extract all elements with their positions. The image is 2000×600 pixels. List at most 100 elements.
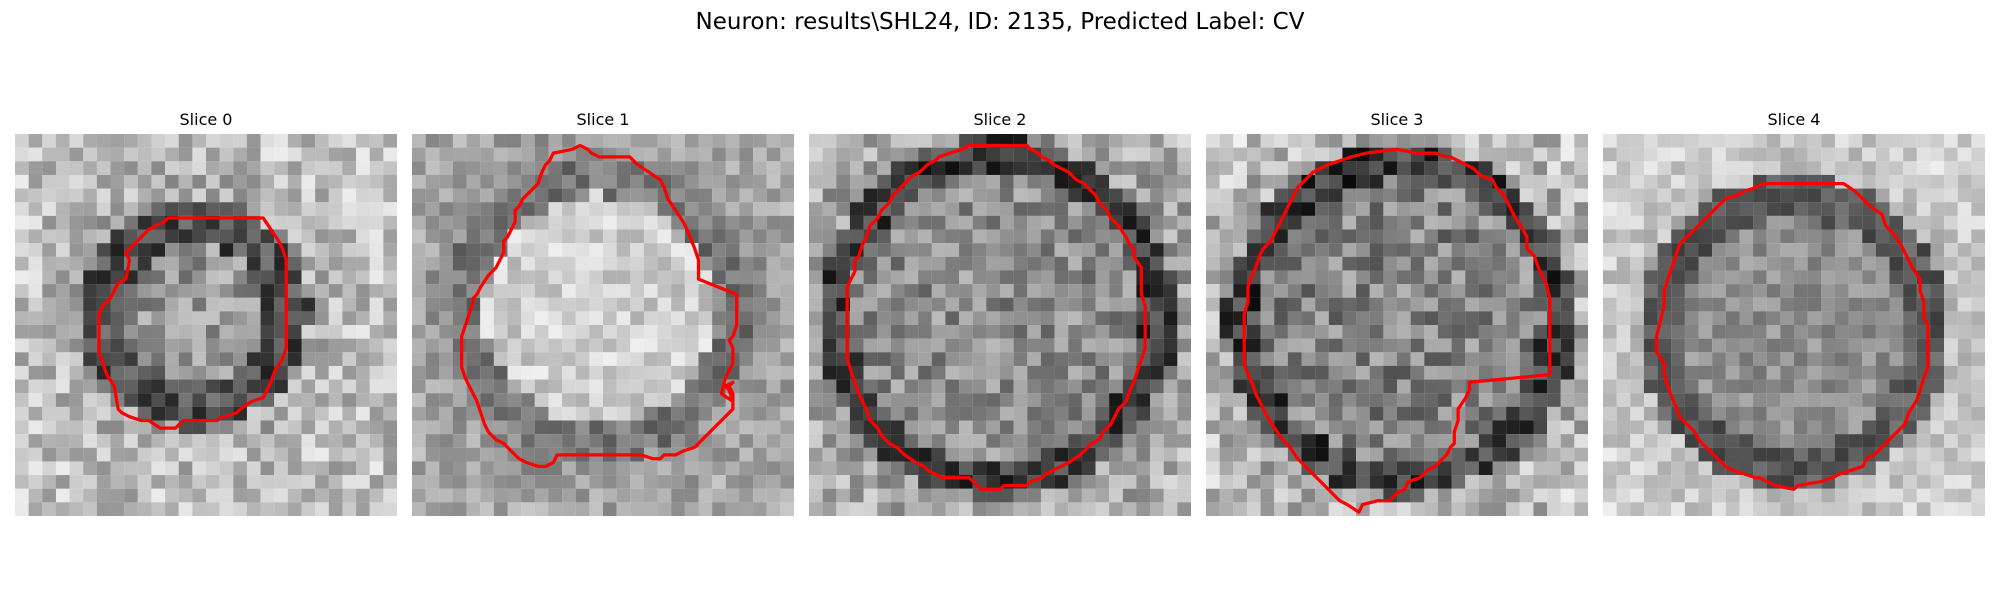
image-pixel	[1027, 338, 1042, 353]
image-pixel	[1506, 379, 1520, 394]
image-pixel	[1342, 365, 1357, 380]
image-pixel	[1671, 270, 1685, 285]
image-pixel	[1410, 215, 1425, 230]
image-pixel	[1916, 475, 1931, 489]
image-pixel	[274, 379, 288, 394]
image-pixel	[1424, 379, 1439, 394]
image-pixel	[972, 325, 987, 339]
image-pixel	[1616, 434, 1631, 448]
image-pixel	[1219, 502, 1234, 516]
image-pixel	[657, 338, 672, 353]
image-pixel	[83, 447, 97, 462]
image-pixel	[1437, 325, 1452, 339]
image-pixel	[671, 325, 685, 339]
image-pixel	[42, 352, 57, 367]
image-pixel	[425, 284, 440, 298]
image-pixel	[1957, 325, 1972, 339]
image-pixel	[712, 174, 726, 189]
image-pixel	[151, 174, 166, 189]
image-pixel	[1437, 202, 1452, 216]
image-pixel	[178, 352, 193, 367]
image-pixel	[1834, 215, 1849, 230]
image-pixel	[1040, 420, 1055, 435]
image-pixel	[1603, 406, 1617, 421]
image-pixel	[1437, 188, 1452, 203]
image-pixel	[1971, 161, 1985, 176]
image-pixel	[1533, 215, 1548, 230]
image-pixel	[931, 311, 946, 326]
image-pixel	[959, 188, 973, 203]
image-pixel	[192, 188, 207, 203]
image-pixel	[1383, 229, 1398, 244]
image-pixel	[643, 325, 658, 339]
image-pixel	[972, 174, 987, 189]
image-pixel	[863, 134, 878, 148]
image-pixel	[1560, 420, 1575, 435]
image-pixel	[766, 488, 781, 503]
image-pixel	[1095, 365, 1110, 380]
image-pixel	[1547, 229, 1561, 244]
image-pixel	[1437, 161, 1452, 176]
image-pixel	[1547, 188, 1561, 203]
image-pixel	[1383, 434, 1398, 448]
image-pixel	[725, 502, 740, 516]
image-pixel	[1315, 447, 1329, 462]
image-pixel	[548, 379, 563, 394]
image-pixel	[1725, 352, 1740, 367]
image-pixel	[521, 502, 535, 516]
image-pixel	[1506, 256, 1520, 271]
image-pixel	[877, 147, 891, 162]
image-pixel	[822, 420, 837, 435]
image-pixel	[753, 161, 767, 176]
image-pixel	[219, 420, 234, 435]
image-pixel	[657, 325, 672, 339]
image-pixel	[1643, 215, 1658, 230]
image-pixel	[1916, 147, 1931, 162]
image-pixel	[589, 229, 604, 244]
image-pixel	[192, 134, 207, 148]
image-pixel	[219, 338, 234, 353]
image-pixel	[15, 352, 29, 367]
image-pixel	[1712, 338, 1726, 353]
image-pixel	[493, 147, 508, 162]
image-pixel	[1698, 379, 1713, 394]
image-pixel	[521, 352, 535, 367]
image-pixel	[1328, 134, 1343, 148]
image-pixel	[1013, 270, 1028, 285]
image-pixel	[328, 174, 343, 189]
image-pixel	[1424, 229, 1439, 244]
image-pixel	[863, 352, 878, 367]
image-pixel	[55, 461, 70, 476]
image-pixel	[712, 202, 726, 216]
image-pixel	[753, 284, 767, 298]
image-pixel	[780, 379, 794, 394]
image-pixel	[1451, 325, 1466, 339]
image-pixel	[246, 147, 261, 162]
image-pixel	[1465, 325, 1479, 339]
image-pixel	[684, 338, 699, 353]
image-pixel	[1369, 174, 1384, 189]
image-pixel	[575, 229, 590, 244]
image-pixel	[1287, 229, 1302, 244]
image-pixel	[1136, 229, 1151, 244]
image-pixel	[562, 365, 576, 380]
image-pixel	[1081, 161, 1096, 176]
image-pixel	[165, 256, 179, 271]
image-pixel	[1944, 488, 1958, 503]
image-pixel	[466, 202, 481, 216]
image-pixel	[1574, 461, 1588, 476]
image-pixel	[1328, 297, 1343, 312]
image-pixel	[369, 393, 384, 407]
image-pixel	[1957, 502, 1972, 516]
image-pixel	[439, 202, 454, 216]
image-pixel	[1698, 202, 1713, 216]
image-pixel	[412, 461, 426, 476]
image-pixel	[931, 202, 946, 216]
image-pixel	[739, 297, 754, 312]
image-pixel	[480, 311, 494, 326]
image-pixel	[534, 379, 549, 394]
image-pixel	[548, 229, 563, 244]
image-pixel	[1478, 202, 1493, 216]
image-pixel	[356, 147, 370, 162]
image-pixel	[1274, 134, 1288, 148]
